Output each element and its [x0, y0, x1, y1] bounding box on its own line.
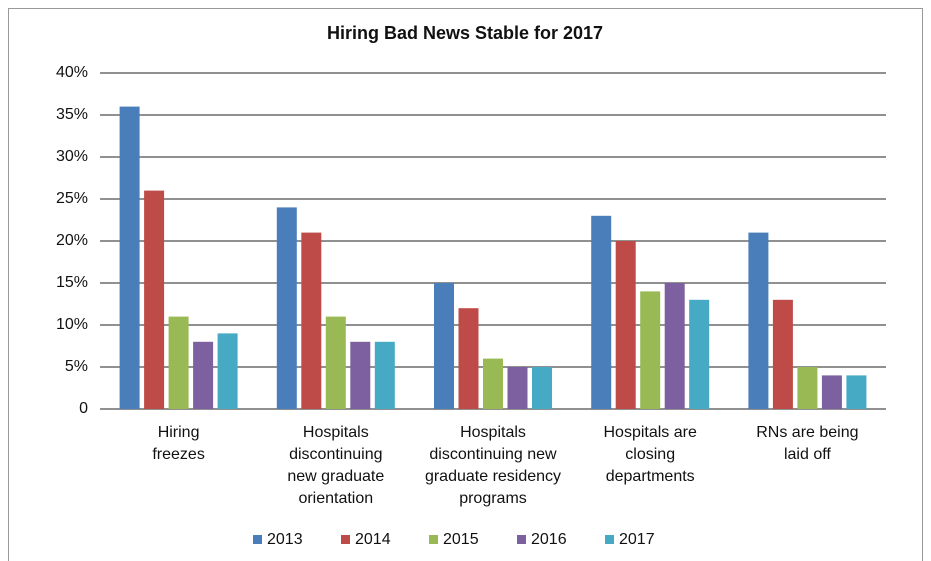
y-tick-label: 0 [79, 400, 88, 417]
legend-label: 2017 [619, 531, 655, 548]
bar [483, 358, 503, 409]
x-tick-label-line: discontinuing new [429, 446, 557, 463]
bar [458, 308, 479, 409]
legend-swatch [341, 535, 350, 544]
bar [821, 375, 842, 409]
y-tick-label: 20% [56, 232, 88, 249]
x-tick-label-line: Hiring [158, 424, 200, 441]
bar [193, 341, 214, 409]
x-tick-label-line: Hospitals [460, 424, 526, 441]
bar [434, 283, 454, 409]
x-tick-label-line: Hospitals are [604, 424, 697, 441]
y-tick-label: 30% [56, 148, 88, 165]
y-tick-label: 10% [56, 316, 88, 333]
y-tick-label: 40% [56, 64, 88, 81]
x-tick-label-line: freezes [152, 446, 204, 463]
x-tick-label: Hiring freezes [152, 424, 204, 463]
bar [507, 367, 528, 409]
chart-title: Hiring Bad News Stable for 2017 [327, 23, 603, 43]
x-tick-label-line: orientation [298, 490, 373, 507]
bar [119, 106, 140, 409]
x-tick-label-line: Hospitals [303, 424, 369, 441]
bar [276, 207, 297, 409]
x-tick-label-line: graduate residency [425, 468, 561, 485]
y-tick-label: 25% [56, 190, 88, 207]
x-tick-label-line: discontinuing [289, 446, 382, 463]
y-tick-label: 35% [56, 106, 88, 123]
bar [217, 333, 238, 409]
legend-swatch [605, 535, 614, 544]
legend-label: 2013 [267, 531, 303, 548]
bar [325, 316, 346, 409]
x-tick-label: RNs are being laid off [756, 424, 858, 463]
x-tick-label-line: programs [459, 490, 527, 507]
y-tick-label: 15% [56, 274, 88, 291]
x-tick-label-line: closing [625, 446, 675, 463]
bar [689, 299, 710, 409]
x-tick-label: Hospitals are closing departments [604, 424, 697, 485]
y-tick-label: 5% [65, 358, 88, 375]
bar [797, 367, 818, 409]
x-tick-label: Hospitals discontinuing new graduate resid… [425, 424, 561, 507]
x-tick-label: Hospitals discontinuing new graduate orient… [287, 424, 384, 507]
bar [168, 316, 189, 409]
bar [301, 232, 322, 409]
legend-label: 2014 [355, 531, 391, 548]
x-tick-label-line: departments [606, 468, 695, 485]
bar [748, 232, 769, 409]
legend-swatch [429, 535, 438, 544]
legend-label: 2016 [531, 531, 567, 548]
bar [640, 291, 661, 409]
bar [772, 299, 793, 409]
x-tick-label-line: RNs are being [756, 424, 858, 441]
bar [615, 241, 636, 409]
bar [374, 341, 395, 409]
bar [532, 367, 552, 409]
bar [350, 341, 371, 409]
bar [144, 190, 165, 409]
x-tick-label-line: laid off [784, 446, 831, 463]
chart-frame [8, 8, 923, 561]
legend-swatch [517, 535, 526, 544]
x-tick-label-line: new graduate [287, 468, 384, 485]
bar [664, 283, 685, 409]
bar [591, 215, 612, 409]
legend-label: 2015 [443, 531, 479, 548]
legend-swatch [253, 535, 262, 544]
bar [846, 375, 867, 409]
